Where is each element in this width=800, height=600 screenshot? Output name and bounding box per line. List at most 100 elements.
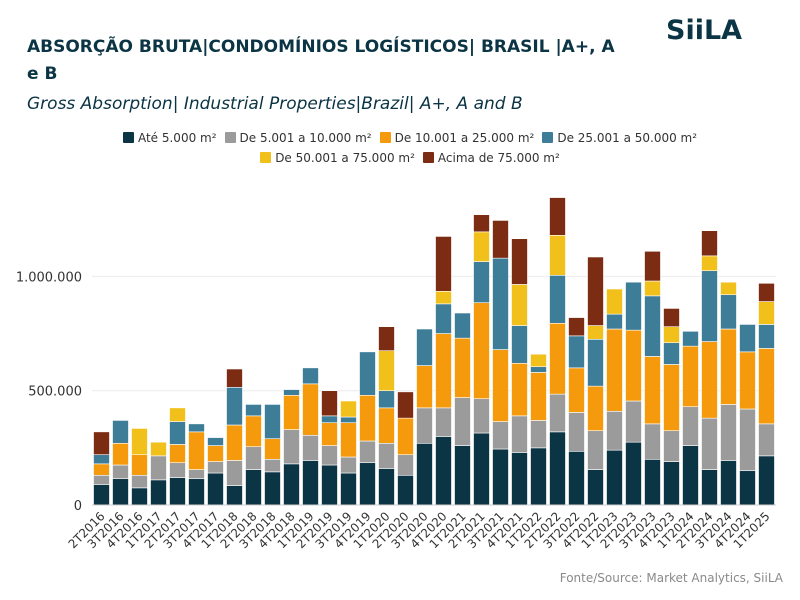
legend-label: De 5.001 a 10.000 m² [239, 131, 372, 145]
y-tick-label: 0 [74, 499, 82, 514]
source-note: Fonte/Source: Market Analytics, SiiLA [559, 571, 783, 585]
bar-segment [131, 474, 148, 489]
bar-segment [416, 365, 433, 409]
bar-segment [739, 470, 756, 506]
bar-segment [169, 407, 186, 422]
bar-segment [587, 385, 604, 432]
bar-segment [169, 462, 186, 478]
bar-segment [587, 430, 604, 470]
bar-segment [587, 338, 604, 387]
bar-segment [663, 364, 680, 432]
bar-segment [682, 406, 699, 446]
legend-item: Até 5.000 m² [122, 128, 217, 148]
bar-segment [340, 416, 357, 424]
bar-segment [93, 484, 110, 506]
bar-segment [435, 333, 452, 409]
bar-segment [701, 469, 718, 506]
bar-segment [264, 458, 281, 473]
bar-segment [435, 290, 452, 305]
bar-segment [625, 400, 642, 443]
bar-segment [264, 471, 281, 506]
bar-segment [549, 234, 566, 276]
y-tick-label: 500.000 [28, 385, 82, 400]
bar-segment [663, 461, 680, 506]
bar-segment [359, 440, 376, 464]
bar-segment [359, 462, 376, 506]
bar-segment [150, 479, 167, 506]
bar-segment [93, 474, 110, 485]
bar-segment [131, 487, 148, 506]
bar-segment [473, 261, 490, 304]
bar-segment [112, 420, 129, 444]
bar-segment [283, 389, 300, 396]
bar-segment [378, 468, 395, 506]
bar-segment [416, 407, 433, 444]
bar-segment [511, 325, 528, 364]
bar-segment [549, 322, 566, 395]
bar-segment [758, 301, 775, 325]
bar-segment [264, 404, 281, 440]
bar-segment [435, 407, 452, 437]
legend-label: De 10.001 a 25.000 m² [394, 131, 535, 145]
bar-segment [625, 441, 642, 506]
legend-label: De 50.001 a 75.000 m² [275, 151, 415, 165]
bar-segment [226, 386, 243, 426]
bar-segment [454, 337, 471, 398]
bar-segment [739, 351, 756, 410]
bar-segment [112, 478, 129, 506]
bar-segment [492, 257, 509, 350]
bar-segment [606, 328, 623, 412]
bar-segment [682, 445, 699, 506]
bar-segment [321, 390, 338, 417]
bar-segment [188, 469, 205, 480]
bar-segment [701, 417, 718, 470]
legend-swatch [260, 152, 272, 163]
bar-segment [720, 294, 737, 330]
bar-segment [492, 448, 509, 506]
bar-segment [416, 328, 433, 366]
bar-segment [397, 391, 414, 419]
legend-item: De 25.001 a 50.000 m² [542, 128, 697, 148]
chart-legend: Até 5.000 m² De 5.001 a 10.000 m² De 10.00… [70, 128, 750, 168]
bar-segment [321, 422, 338, 446]
legend-label: Acima de 75.000 m² [437, 151, 560, 165]
bar-segment [473, 432, 490, 506]
bar-segment [739, 408, 756, 472]
bar-segment [758, 324, 775, 349]
bar-segment [416, 442, 433, 506]
bar-segment [473, 302, 490, 400]
bar-segment [758, 423, 775, 457]
bar-segment [587, 469, 604, 506]
legend-item: De 5.001 a 10.000 m² [224, 128, 372, 148]
bar-segment [454, 445, 471, 506]
bar-segment [321, 464, 338, 506]
bar-segment [245, 404, 262, 417]
bar-segment [264, 438, 281, 460]
bar-segment [568, 450, 585, 506]
bar-segment [321, 445, 338, 466]
bar-segment [340, 400, 357, 418]
bar-segment [530, 353, 547, 368]
bar-segment [226, 424, 243, 461]
bar-segment [720, 328, 737, 405]
bar-segment [701, 341, 718, 419]
bar-segment [207, 461, 224, 474]
y-tick-label: 1.000.000 [16, 270, 82, 285]
bar-segment [663, 308, 680, 328]
bar-segment [644, 295, 661, 357]
bar-segment [549, 197, 566, 236]
bar-segment [245, 469, 262, 506]
bar-segment [245, 415, 262, 448]
bar-segment [93, 431, 110, 456]
bar-segment [758, 455, 775, 506]
legend-swatch [379, 132, 391, 143]
bar-segment [511, 415, 528, 453]
bar-segment [397, 454, 414, 476]
chart-title: ABSORÇÃO BRUTA|CONDOMÍNIOS LOGÍSTICOS| B… [27, 37, 615, 84]
bar-segment [568, 367, 585, 413]
bar-segment [340, 472, 357, 506]
bar-segment [549, 274, 566, 324]
bar-segment [226, 368, 243, 388]
bar-segment [150, 455, 167, 481]
bar-segment [302, 383, 319, 436]
